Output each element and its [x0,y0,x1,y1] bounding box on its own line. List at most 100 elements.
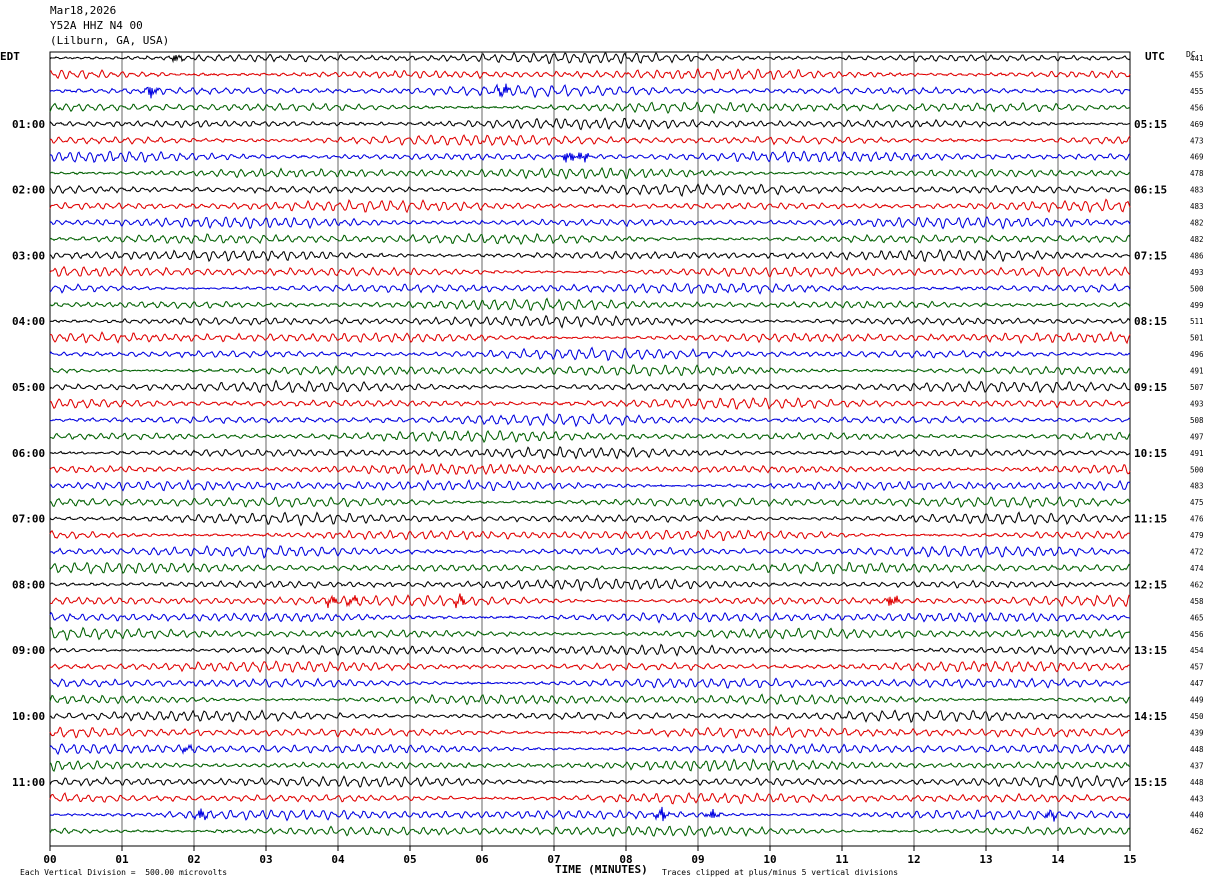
seismic-trace [49,67,1131,81]
seismic-trace [49,709,1131,724]
seismic-trace [49,101,1131,115]
seismic-trace [49,561,1131,575]
dc-offset-label: 440 [1190,811,1204,820]
right-hour-label: 06:15 [1134,184,1167,197]
dc-offset-label: 483 [1190,186,1204,195]
seismic-trace [49,544,1131,559]
dc-offset-label: 499 [1190,301,1204,310]
x-tick-label: 08 [619,853,632,866]
seismic-trace [49,806,1131,822]
station-location: (Lilburn, GA, USA) [50,34,170,47]
right-hour-label: 10:15 [1134,447,1167,460]
x-tick-label: 02 [187,853,200,866]
seismic-trace [49,626,1131,642]
seismic-trace [49,825,1131,838]
dc-offset-label: 500 [1190,284,1204,293]
right-hour-label: 13:15 [1134,644,1167,657]
chart-date: Mar18,2026 [50,4,117,17]
dc-offset-label: 455 [1190,70,1204,79]
dc-offset-label: 483 [1190,202,1204,211]
dc-offset-label: 483 [1190,482,1204,491]
dc-offset-label: 456 [1190,103,1204,112]
left-timezone-label: EDT [0,50,20,63]
seismic-trace [49,51,1131,65]
dc-offset-label: 474 [1190,564,1204,573]
dc-offset-label: 507 [1190,383,1204,392]
seismic-trace [49,593,1131,609]
dc-offset-label: 437 [1190,761,1204,770]
x-tick-label: 05 [403,853,416,866]
dc-offset-label: 450 [1190,712,1204,721]
left-hour-label: 05:00 [12,381,45,394]
right-hour-label: 09:15 [1134,381,1167,394]
station-code: Y52A HHZ N4 00 [50,19,143,32]
seismic-trace [49,429,1131,444]
seismic-trace [49,379,1131,394]
x-tick-label: 03 [259,853,272,866]
seismic-trace [49,742,1131,756]
x-tick-label: 01 [115,853,129,866]
seismic-trace [49,150,1131,164]
right-timezone-label: UTC [1145,50,1165,63]
x-tick-label: 13 [979,853,992,866]
seismic-trace [49,117,1130,131]
dc-offset-label: 454 [1190,646,1204,655]
x-tick-label: 04 [331,853,345,866]
seismic-trace [49,330,1131,345]
dc-offset-label: 496 [1190,350,1204,359]
dc-offset-label: 472 [1190,548,1204,557]
dc-offset-label: 465 [1190,613,1204,622]
x-axis-title: TIME (MINUTES) [555,863,648,876]
x-tick-label: 06 [475,853,489,866]
left-hour-label: 04:00 [12,315,45,328]
dc-offset-label: 475 [1190,498,1204,507]
seismic-trace [49,496,1131,509]
seismic-trace [49,183,1131,197]
dc-offset-label: 482 [1190,235,1204,244]
dc-offset-label: 469 [1190,153,1204,162]
dc-offset-label: 448 [1190,745,1204,754]
left-hour-label: 08:00 [12,578,45,591]
x-tick-label: 12 [907,853,920,866]
dc-offset-label: 478 [1190,169,1204,178]
dc-offset-label: 447 [1190,679,1204,688]
dc-offset-label: 508 [1190,416,1204,425]
clip-note: Traces clipped at plus/minus 5 vertical … [662,868,899,877]
dc-offset-label: 493 [1190,268,1204,277]
left-hour-label: 06:00 [12,447,45,460]
x-tick-label: 10 [763,853,776,866]
dc-offset-label: 482 [1190,219,1204,228]
seismic-trace [49,134,1131,147]
seismic-trace [49,462,1131,476]
dc-offset-label: 448 [1190,778,1204,787]
x-tick-label: 11 [835,853,849,866]
x-tick-label: 15 [1123,853,1136,866]
right-hour-label: 05:15 [1134,118,1167,131]
left-hour-label: 07:00 [12,513,45,526]
seismic-trace [49,166,1131,180]
dc-offset-label: 497 [1190,432,1204,441]
seismic-trace [49,232,1131,246]
dc-offset-label: 458 [1190,597,1204,606]
x-tick-label: 09 [691,853,704,866]
seismic-trace [49,774,1131,789]
dc-offset-label: 462 [1190,827,1204,836]
right-hour-label: 11:15 [1134,513,1167,526]
seismic-trace [49,643,1131,657]
seismic-trace [49,446,1131,460]
dc-offset-label: 456 [1190,630,1204,639]
seismic-trace [49,397,1131,410]
seismic-trace [49,791,1131,805]
right-hour-label: 12:15 [1134,578,1167,591]
seismic-trace [49,314,1131,329]
plot-frame [49,51,1131,847]
x-tick-label: 14 [1051,853,1065,866]
seismic-trace [49,725,1131,739]
seismic-trace [49,577,1131,592]
dc-offset-label: 455 [1190,87,1204,96]
right-hour-label: 15:15 [1134,776,1167,789]
right-hour-label: 08:15 [1134,315,1167,328]
left-hour-label: 03:00 [12,249,45,262]
dc-offset-label: 491 [1190,367,1204,376]
